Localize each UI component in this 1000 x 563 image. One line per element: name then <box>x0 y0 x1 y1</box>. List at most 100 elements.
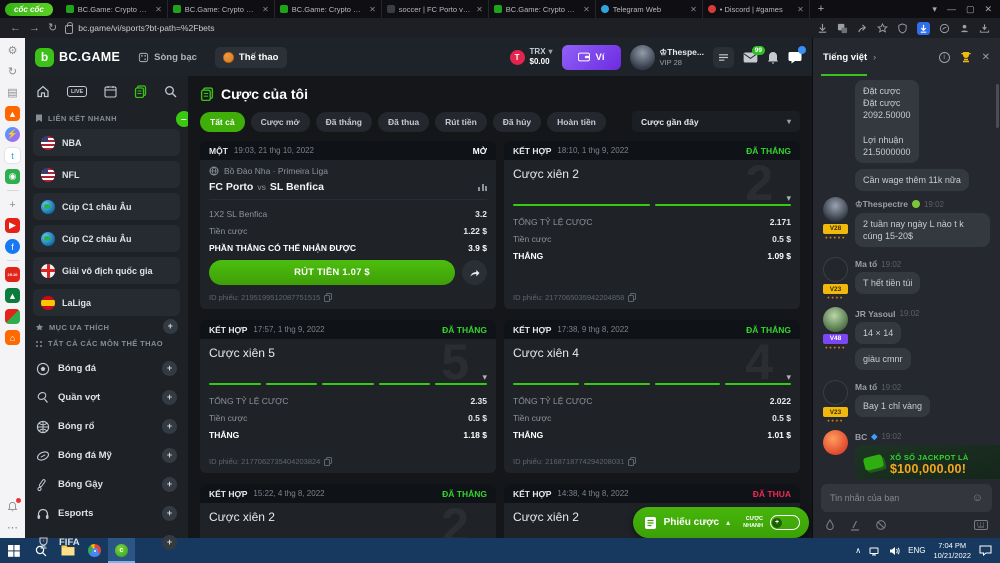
reading-list-icon[interactable]: ▤ <box>7 87 18 99</box>
copy-icon[interactable] <box>628 457 637 466</box>
chat-language-tab[interactable]: Tiếng việt › <box>820 38 876 76</box>
chat-username[interactable]: BC <box>855 431 868 442</box>
sidebar-item-esports[interactable]: Esports + <box>33 499 180 528</box>
cart-icon[interactable]: ⌂ <box>5 330 20 345</box>
browser-tab[interactable]: BC.Game: Crypto Casino✕ <box>168 0 275 18</box>
expand-caret-icon[interactable]: ▾ <box>786 193 791 203</box>
wallet-button[interactable]: Ví <box>561 44 621 70</box>
expand-button[interactable]: + <box>162 419 177 434</box>
chat-messages[interactable]: Đặt cược Đặt cược 2092.50000 Lợi nhuận 2… <box>813 76 1000 479</box>
avatar[interactable] <box>823 380 848 406</box>
action-center-icon[interactable] <box>979 545 992 556</box>
tab-close-icon[interactable]: ✕ <box>155 4 162 14</box>
messenger-icon[interactable]: ⚡ <box>5 127 20 142</box>
rail-overflow-icon[interactable]: ⋯ <box>7 522 18 534</box>
url-field[interactable]: bc.game/vi/sports?bt-path=%2Fbets <box>65 21 809 34</box>
back-icon[interactable]: ← <box>10 21 21 34</box>
tab-close-icon[interactable]: ✕ <box>262 4 269 14</box>
keyboard-icon[interactable] <box>974 520 988 530</box>
new-tab-button[interactable]: + <box>817 3 825 15</box>
tab-search-icon[interactable]: ▾ <box>932 3 937 14</box>
tab-close-icon[interactable]: ✕ <box>797 4 804 14</box>
sidebar-item-national-championship[interactable]: Giải vô địch quốc gia <box>33 257 180 284</box>
sidebar-item-laliga[interactable]: LaLiga <box>33 289 180 316</box>
sort-dropdown[interactable]: Cược gần đây ▾ <box>632 111 800 132</box>
filter-refund[interactable]: Hoàn tiền <box>547 111 606 132</box>
inbox-icon[interactable]: 99 <box>743 45 765 63</box>
sidebar-item-nba[interactable]: NBA <box>33 129 180 156</box>
add-favorite-button[interactable]: + <box>163 319 178 334</box>
sidebar-item-football[interactable]: Bóng đá + <box>33 354 180 383</box>
quick-bet-toggle[interactable]: + <box>770 515 800 530</box>
jackpot-promo-card[interactable]: XỔ SỐ JACKPOT LÀ $100,000.00! Bạn có thể… <box>855 444 1000 479</box>
slash-command-icon[interactable] <box>849 520 861 531</box>
history-icon[interactable]: ↻ <box>7 66 18 78</box>
tab-close-icon[interactable]: ✕ <box>369 4 376 14</box>
sidebar-item-nfl[interactable]: NFL <box>33 161 180 188</box>
facebook-icon[interactable]: f <box>5 239 20 254</box>
shop-green-icon[interactable]: ▲ <box>5 288 20 303</box>
share-icon[interactable] <box>857 23 868 34</box>
settings-gear-icon[interactable]: ⚙ <box>7 45 18 57</box>
share-bet-button[interactable] <box>462 260 487 285</box>
forward-icon[interactable]: → <box>29 21 40 34</box>
nav-casino[interactable]: Sòng bạc <box>130 47 205 68</box>
calendar-icon[interactable] <box>104 85 117 98</box>
clock[interactable]: 7:04 PM 10/21/2022 <box>933 540 971 560</box>
filter-cashout[interactable]: Rút tiền <box>435 111 487 132</box>
coin-rain-icon[interactable] <box>825 519 835 531</box>
avatar[interactable] <box>823 306 848 332</box>
downloads-tray-icon[interactable] <box>979 23 990 34</box>
chat-close-icon[interactable]: ✕ <box>981 51 990 63</box>
profile-icon[interactable] <box>959 23 970 34</box>
bet-list-icon[interactable] <box>713 46 734 68</box>
match-teams[interactable]: FC Porto vs SL Benfica <box>209 181 487 200</box>
save-page-icon[interactable] <box>817 23 828 34</box>
home-icon[interactable] <box>36 85 50 98</box>
trophy-icon[interactable] <box>960 51 972 63</box>
expand-caret-icon[interactable]: ▾ <box>786 372 791 382</box>
browser-tab[interactable]: BC.Game: Crypto Casino✕ <box>61 0 168 18</box>
filter-lost[interactable]: Đã thua <box>377 111 430 132</box>
expand-button[interactable]: + <box>162 448 177 463</box>
sidebar-item-europa-league[interactable]: Cúp C2 châu Âu <box>33 225 180 252</box>
browser-tab[interactable]: Telegram Web ✕ <box>596 0 703 18</box>
start-button[interactable] <box>0 538 27 563</box>
browser-tab[interactable]: BC.Game: Crypto Casino✕ <box>275 0 382 18</box>
tray-expand-icon[interactable]: ∧ <box>855 546 862 555</box>
translate-icon[interactable] <box>837 23 848 34</box>
chat-username[interactable]: Ma tổ <box>855 259 878 270</box>
youtube-icon[interactable]: ▶ <box>5 218 20 233</box>
expand-button[interactable]: + <box>162 361 177 376</box>
tab-close-icon[interactable]: ✕ <box>690 4 697 14</box>
avatar[interactable] <box>823 257 848 283</box>
chat-toggle-icon[interactable] <box>788 45 806 64</box>
bcgame-logo[interactable]: b BC.GAME <box>35 47 120 67</box>
window-close-button[interactable]: ✕ <box>984 3 992 14</box>
search-icon[interactable] <box>164 85 177 98</box>
bookmark-star-icon[interactable] <box>877 22 888 34</box>
sidebar-item-basketball[interactable]: Bóng rổ + <box>33 412 180 441</box>
coccoc-taskbar-icon[interactable]: c <box>108 538 135 563</box>
copy-icon[interactable] <box>324 457 333 466</box>
tab-close-icon[interactable]: ✕ <box>476 4 483 14</box>
expand-button[interactable]: + <box>162 390 177 405</box>
expand-button[interactable]: + <box>162 535 177 550</box>
copy-icon[interactable] <box>628 293 637 302</box>
chat-input[interactable] <box>830 493 966 503</box>
chat-scrollbar[interactable] <box>996 84 999 128</box>
filter-cancelled[interactable]: Đã hủy <box>492 111 542 132</box>
my-bets-icon[interactable] <box>134 85 147 98</box>
user-profile[interactable]: ♔Thespe... VIP 28 <box>629 44 704 70</box>
gift-icon[interactable] <box>5 309 20 324</box>
sidebar-item-champions-league[interactable]: Cúp C1 châu Âu <box>33 193 180 220</box>
taskbar-search-icon[interactable] <box>27 538 54 563</box>
chrome-taskbar-icon[interactable] <box>81 538 108 563</box>
sidebar-item-american-football[interactable]: Bóng đá Mỹ + <box>33 441 180 470</box>
browser-tab[interactable]: BC.Game: Crypto Casino✕ <box>489 0 596 18</box>
expand-button[interactable]: + <box>162 506 177 521</box>
avatar[interactable] <box>823 196 848 222</box>
adblock-shield-icon[interactable] <box>897 22 908 34</box>
chat-username[interactable]: JR Yasoul <box>855 308 896 319</box>
extensions-icon[interactable] <box>939 23 950 34</box>
